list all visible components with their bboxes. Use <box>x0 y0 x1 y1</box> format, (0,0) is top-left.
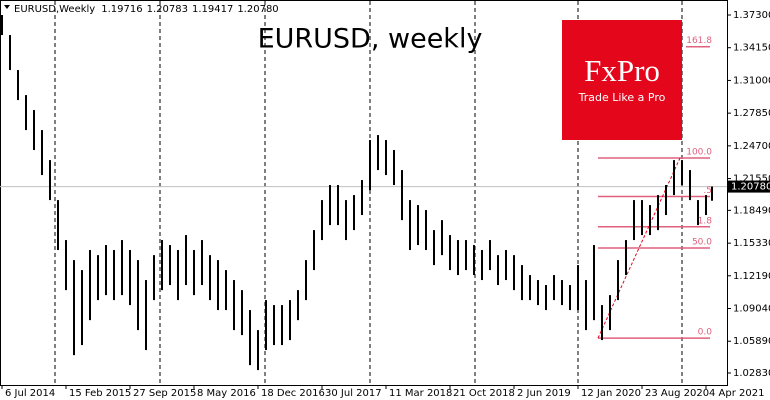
x-tick-label: 8 May 2016 <box>197 388 256 399</box>
y-tick-label: 1.12190 <box>733 271 770 282</box>
symbol: EURUSD,Weekly <box>14 4 95 15</box>
x-tick-label: 2 Jun 2019 <box>517 388 571 399</box>
x-tick-label: 23 Aug 2020 <box>645 388 709 399</box>
logo-box <box>562 20 682 140</box>
y-tick-label: 1.18490 <box>733 205 770 216</box>
fib-label: 100.0 <box>686 148 712 158</box>
chart-title: EURUSD, weekly <box>258 24 483 55</box>
x-tick-label: 21 Oct 2018 <box>453 388 515 399</box>
fib-label: 0.0 <box>698 328 713 338</box>
fib-label: 1.8 <box>698 216 713 226</box>
x-tick-label: 27 Sep 2015 <box>133 388 196 399</box>
x-tick-label: 11 Mar 2018 <box>389 388 452 399</box>
low: 1.19417 <box>192 4 233 15</box>
x-tick-label: 6 Jul 2014 <box>5 388 55 399</box>
y-tick-label: 1.05890 <box>733 336 770 347</box>
y-tick-label: 1.31000 <box>733 75 770 86</box>
y-tick-label: 1.34150 <box>733 43 770 54</box>
y-tick-label: 1.15330 <box>733 238 770 249</box>
x-tick-label: 30 Jul 2017 <box>325 388 382 399</box>
open: 1.19716 <box>101 4 142 15</box>
fib-trend <box>597 157 681 339</box>
y-tick-label: 1.27850 <box>733 108 770 119</box>
x-tick-label: 18 Dec 2016 <box>261 388 325 399</box>
y-tick-label: 1.37300 <box>733 10 770 21</box>
fib-label: 50.0 <box>692 238 712 248</box>
fib-label: 161.8 <box>686 36 712 46</box>
y-tick-label: 1.21550 <box>733 174 770 185</box>
price-tag-label: 1.20780 <box>731 182 770 193</box>
header: EURUSD,Weekly 1.19716 1.20783 1.19417 1.2078… <box>14 4 279 15</box>
y-tick-label: 1.02830 <box>733 368 770 379</box>
close: 1.20780 <box>237 4 278 15</box>
y-tick-label: 1.24700 <box>733 141 770 152</box>
price-tag <box>728 180 770 193</box>
header-icon <box>4 5 10 9</box>
logo: FxPro Trade Like a Pro <box>562 20 682 140</box>
logo-tagline: Trade Like a Pro <box>578 91 666 104</box>
x-tick-label: 12 Jan 2020 <box>581 388 641 399</box>
x-tick-label: 4 Apr 2021 <box>709 388 764 399</box>
fib-label: .5 <box>703 186 712 196</box>
high: 1.20783 <box>147 4 188 15</box>
logo-brand: FxPro <box>584 53 660 88</box>
y-tick-label: 1.09040 <box>733 304 770 315</box>
x-tick-label: 15 Feb 2015 <box>69 388 131 399</box>
